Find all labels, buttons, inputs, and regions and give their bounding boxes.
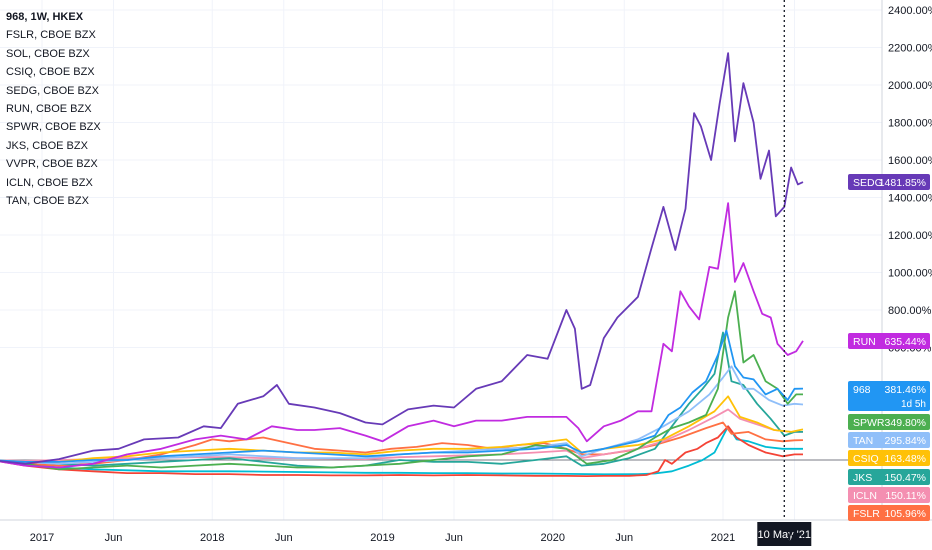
badge-countdown: 1d 5h xyxy=(901,399,926,410)
badge-value: 105.96% xyxy=(885,508,926,520)
legend-item-spwr[interactable]: SPWR, CBOE BZX xyxy=(6,121,101,134)
badge-csiq: CSIQ 163.48% xyxy=(848,450,930,466)
badge-icln: ICLN 150.11% xyxy=(848,487,930,503)
badge-symbol: JKS xyxy=(853,472,872,484)
badge-bg xyxy=(848,333,930,349)
badge-value: 635.44% xyxy=(885,336,926,348)
y-tick-label: 2000.00% xyxy=(888,80,932,92)
badge-tan: TAN 295.84% xyxy=(848,432,930,448)
legend-title[interactable]: 968, 1W, HKEX xyxy=(6,11,84,23)
legend-item-run[interactable]: RUN, CBOE BZX xyxy=(6,103,92,116)
badge-symbol: CSIQ xyxy=(853,453,879,465)
x-axis[interactable]: 2017 Jun 2018 Jun 2019 Jun 2020 Jun 2021 Jun xyxy=(0,519,932,544)
badge-968: 968 381.46% 1d 5h xyxy=(848,381,930,411)
x-tick-label: 2018 xyxy=(200,532,224,544)
badge-spwr: SPWR 349.80% xyxy=(848,414,930,430)
y-tick-label: 1600.00% xyxy=(888,155,932,167)
badge-symbol: RUN xyxy=(853,336,876,348)
badge-bg xyxy=(848,381,930,411)
badge-symbol: SEDG xyxy=(853,177,883,189)
series-line-icln xyxy=(0,408,803,462)
y-tick-label: 1200.00% xyxy=(888,230,932,242)
series-line-sol xyxy=(0,425,803,477)
legend-item-sedg[interactable]: SEDG, CBOE BZX xyxy=(6,84,99,97)
legend: 968, 1W, HKEX FSLR, CBOE BZX SOL, CBOE B… xyxy=(6,8,101,210)
series-line-sedg xyxy=(0,52,804,465)
badge-bg xyxy=(848,469,930,485)
x-tick-label: Jun xyxy=(105,532,123,544)
badge-symbol: SPWR xyxy=(853,417,885,429)
badge-value: 1481.85% xyxy=(879,177,926,189)
badge-bg xyxy=(848,487,930,503)
y-tick-label: 1800.00% xyxy=(888,118,932,130)
badge-value: 150.47% xyxy=(885,472,926,484)
grid-lines xyxy=(0,0,882,520)
series-line-fslr xyxy=(0,421,804,467)
y-tick-label: 1400.00% xyxy=(888,193,932,205)
badge-bg xyxy=(848,432,930,448)
badge-run: RUN 635.44% xyxy=(848,333,930,349)
badge-bg xyxy=(848,174,930,190)
badge-symbol: 968 xyxy=(853,384,871,396)
y-tick-label: 1000.00% xyxy=(888,268,932,280)
y-tick-label: 2200.00% xyxy=(888,43,932,55)
x-tick-label: 2017 xyxy=(30,532,54,544)
badge-symbol: FSLR xyxy=(853,508,880,520)
badge-symbol: ICLN xyxy=(853,490,877,502)
x-tick-label: Jun xyxy=(786,532,804,544)
legend-item-sol[interactable]: SOL, CBOE BZX xyxy=(6,47,90,60)
x-tick-label: Jun xyxy=(615,532,633,544)
x-tick-label: Jun xyxy=(275,532,293,544)
series-line-jks xyxy=(0,331,803,469)
series-lines xyxy=(0,52,804,477)
x-tick-label: 2021 xyxy=(711,532,735,544)
badge-value: 150.11% xyxy=(885,490,926,502)
crosshair-date-box xyxy=(757,522,812,546)
series-line-tan xyxy=(0,365,804,465)
legend-item-tan[interactable]: TAN, CBOE BZX xyxy=(6,195,89,208)
crosshair-date-label: 10 May '21 xyxy=(758,529,811,541)
x-tick-label: 2019 xyxy=(370,532,394,544)
x-tick-label: 2020 xyxy=(541,532,565,544)
badge-jks: JKS 150.47% xyxy=(848,469,930,485)
y-tick-label: 2400.00% xyxy=(888,5,932,17)
badge-value: 163.48% xyxy=(885,453,926,465)
legend-item-icln[interactable]: ICLN, CBOE BZX xyxy=(6,176,93,189)
legend-item-fslr[interactable]: FSLR, CBOE BZX xyxy=(6,29,96,42)
series-line-968 xyxy=(0,329,804,463)
series-line-csiq xyxy=(0,395,804,463)
series-line-spwr xyxy=(0,290,803,471)
series-line-run xyxy=(0,202,804,469)
badge-value: 349.80% xyxy=(885,417,926,429)
legend-item-vvpr[interactable]: VVPR, CBOE BZX xyxy=(6,158,98,171)
badge-bg xyxy=(848,450,930,466)
badge-value: 295.84% xyxy=(885,435,926,447)
x-tick-label: Jun xyxy=(445,532,463,544)
crosshair-line: 10 May '21 xyxy=(757,0,812,546)
y-tick-label: 800.00% xyxy=(888,305,932,317)
badge-value: 381.46% xyxy=(885,384,926,396)
series-line-vvpr xyxy=(0,425,803,476)
badge-bg xyxy=(848,505,930,521)
badge-symbol: TAN xyxy=(853,435,873,447)
badge-fslr: FSLR 105.96% xyxy=(848,505,930,521)
legend-item-jks[interactable]: JKS, CBOE BZX xyxy=(6,139,88,152)
badge-bg xyxy=(848,414,930,430)
legend-item-csiq[interactable]: CSIQ, CBOE BZX xyxy=(6,66,95,79)
